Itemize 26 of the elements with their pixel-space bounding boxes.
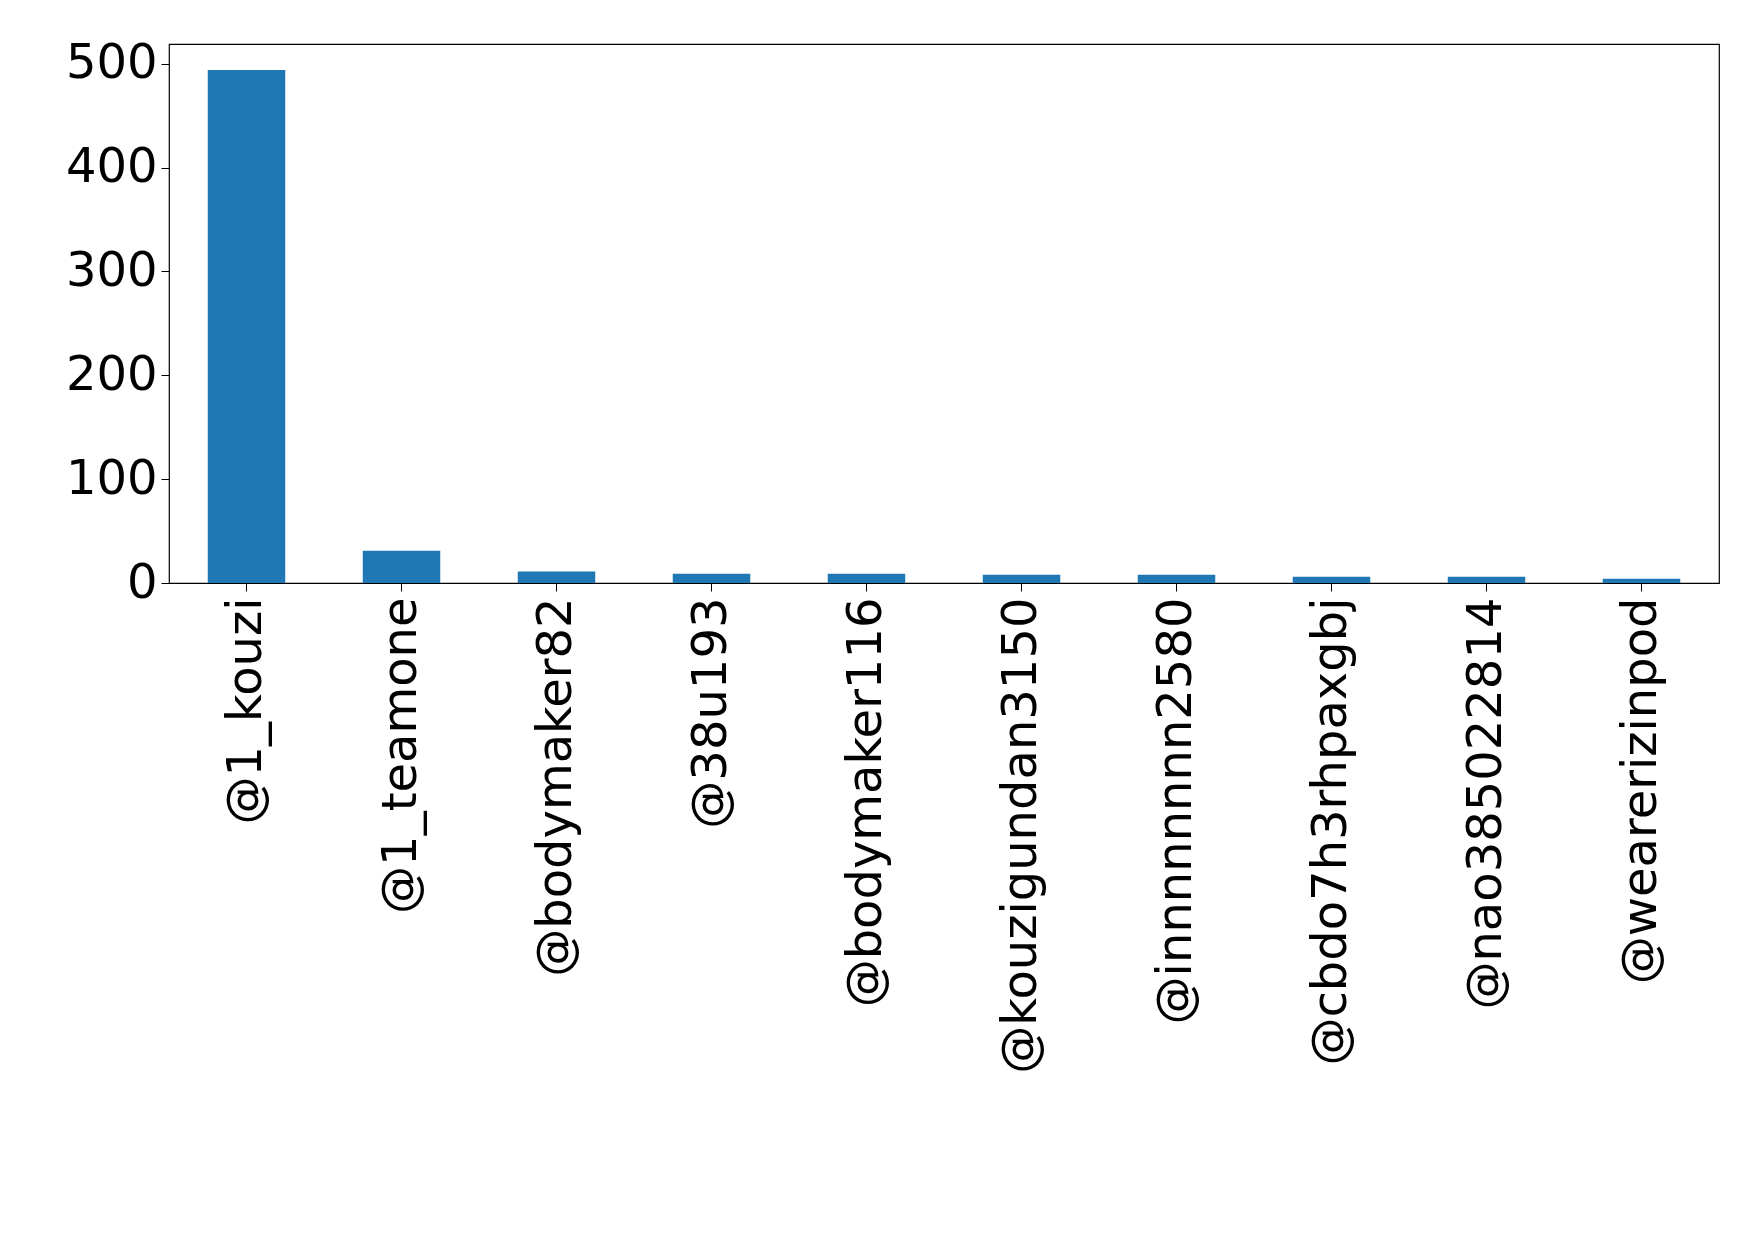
bar (1447, 576, 1526, 583)
bar (982, 574, 1061, 583)
bar (207, 69, 286, 583)
y-tick-label: 400 (65, 137, 158, 194)
x-tick-label: @1_kouzi (215, 597, 272, 825)
x-tick-label: @1_teamone (370, 597, 427, 914)
x-tick-label: @wearerizinpod (1610, 597, 1667, 985)
x-tick-label: @38u193 (680, 597, 737, 829)
x-tick-label: @innnnnnnn2580 (1145, 597, 1202, 1025)
y-tick-label: 300 (65, 240, 158, 297)
x-tick-label: @kouzigundan3150 (990, 597, 1047, 1074)
bar (672, 573, 751, 583)
bar (517, 571, 596, 583)
y-tick-label: 0 (126, 552, 158, 609)
bar (1602, 578, 1681, 583)
bar (827, 573, 906, 583)
x-tick-label: @bodymaker82 (525, 597, 582, 977)
bar (1137, 574, 1216, 583)
x-tick-label: @bodymaker116 (835, 597, 892, 1008)
x-tick-label: @cbdo7h3rhpaxgbj (1300, 597, 1357, 1066)
y-tick-label: 200 (65, 344, 158, 401)
bar (362, 550, 441, 583)
y-tick-label: 500 (65, 33, 158, 90)
x-tick-label: @nao385022814 (1455, 597, 1512, 1010)
y-tick-label: 100 (65, 448, 158, 505)
bar (1292, 576, 1371, 583)
